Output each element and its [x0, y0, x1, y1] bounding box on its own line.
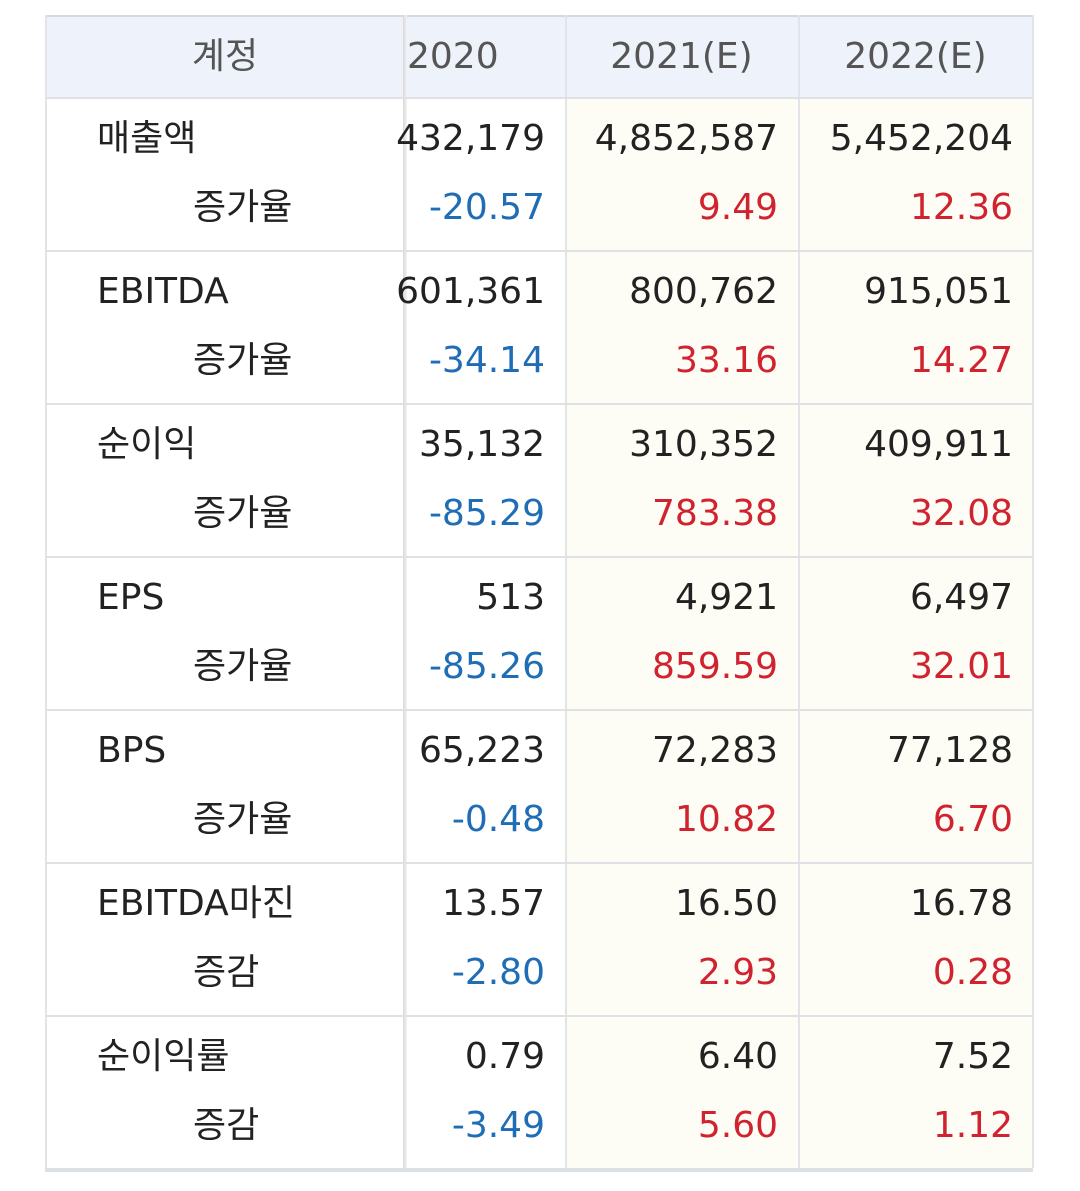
value-cell: 65,223 [419, 730, 545, 771]
value-cell: 800,762 [629, 271, 778, 312]
row-border [45, 709, 1033, 711]
sub-row-label: 증감 [193, 1105, 260, 1146]
sub-row-label: 증가율 [193, 799, 293, 840]
row-label: 순이익률 [97, 1036, 230, 1077]
row-label: 순이익 [97, 424, 197, 465]
sub-row-label: 증가율 [193, 493, 293, 534]
table-bottom-border [45, 1168, 1033, 1172]
change-cell: 0.28 [932, 952, 1013, 993]
row-border [45, 250, 1033, 252]
value-cell: 4,921 [674, 577, 778, 618]
row-border [45, 556, 1033, 558]
change-cell: 32.08 [909, 493, 1013, 534]
value-cell: 432,179 [396, 118, 545, 159]
value-cell: 513 [476, 577, 545, 618]
value-cell: 6.40 [697, 1036, 778, 1077]
value-cell: 72,283 [652, 730, 778, 771]
change-cell: -0.48 [451, 799, 545, 840]
row-border [45, 862, 1033, 864]
change-cell: 10.82 [674, 799, 778, 840]
column-border [565, 15, 567, 1168]
change-cell: 783.38 [652, 493, 778, 534]
change-cell: 1.12 [932, 1105, 1013, 1146]
header-cell: 2022(E) [844, 36, 987, 77]
row-border [45, 97, 1033, 99]
value-cell: 6,497 [909, 577, 1013, 618]
change-cell: -85.26 [428, 646, 545, 687]
change-cell: -20.57 [428, 187, 545, 228]
table-border-left [45, 15, 47, 1168]
change-cell: 5.60 [697, 1105, 778, 1146]
value-cell: 0.79 [464, 1036, 545, 1077]
value-cell: 310,352 [629, 424, 778, 465]
row-label: BPS [97, 730, 167, 771]
row-border [45, 403, 1033, 405]
change-cell: 14.27 [909, 340, 1013, 381]
change-cell: 12.36 [909, 187, 1013, 228]
header-cell: 2021(E) [610, 36, 753, 77]
change-cell: -2.80 [451, 952, 545, 993]
row-label: EBITDA [97, 271, 229, 312]
change-cell: -34.14 [428, 340, 545, 381]
change-cell: 33.16 [674, 340, 778, 381]
value-cell: 409,911 [864, 424, 1013, 465]
table-border-right [1032, 15, 1034, 1168]
header-cell: 계정 [191, 36, 259, 77]
value-cell: 16.78 [909, 883, 1013, 924]
sub-row-label: 증가율 [193, 187, 293, 228]
change-cell: 9.49 [697, 187, 778, 228]
row-label: EPS [97, 577, 165, 618]
change-cell: 6.70 [932, 799, 1013, 840]
value-cell: 16.50 [674, 883, 778, 924]
header-bg [45, 15, 1033, 97]
value-cell: 5,452,204 [829, 118, 1013, 159]
change-cell: 859.59 [652, 646, 778, 687]
value-cell: 4,852,587 [594, 118, 778, 159]
change-cell: 2.93 [697, 952, 778, 993]
row-label: EBITDA마진 [97, 883, 296, 924]
change-cell: -85.29 [428, 493, 545, 534]
value-cell: 35,132 [419, 424, 545, 465]
header-cell: 2020 [407, 36, 499, 77]
column-border [798, 15, 800, 1168]
change-cell: -3.49 [451, 1105, 545, 1146]
row-label: 매출액 [97, 118, 197, 159]
frozen-shadow [403, 15, 407, 1168]
sub-row-label: 증가율 [193, 340, 293, 381]
sub-row-label: 증감 [193, 952, 260, 993]
change-cell: 32.01 [909, 646, 1013, 687]
value-cell: 7.52 [932, 1036, 1013, 1077]
value-cell: 13.57 [441, 883, 545, 924]
value-cell: 601,361 [396, 271, 545, 312]
sub-row-label: 증가율 [193, 646, 293, 687]
value-cell: 77,128 [887, 730, 1013, 771]
value-cell: 915,051 [864, 271, 1013, 312]
row-border [45, 1015, 1033, 1017]
